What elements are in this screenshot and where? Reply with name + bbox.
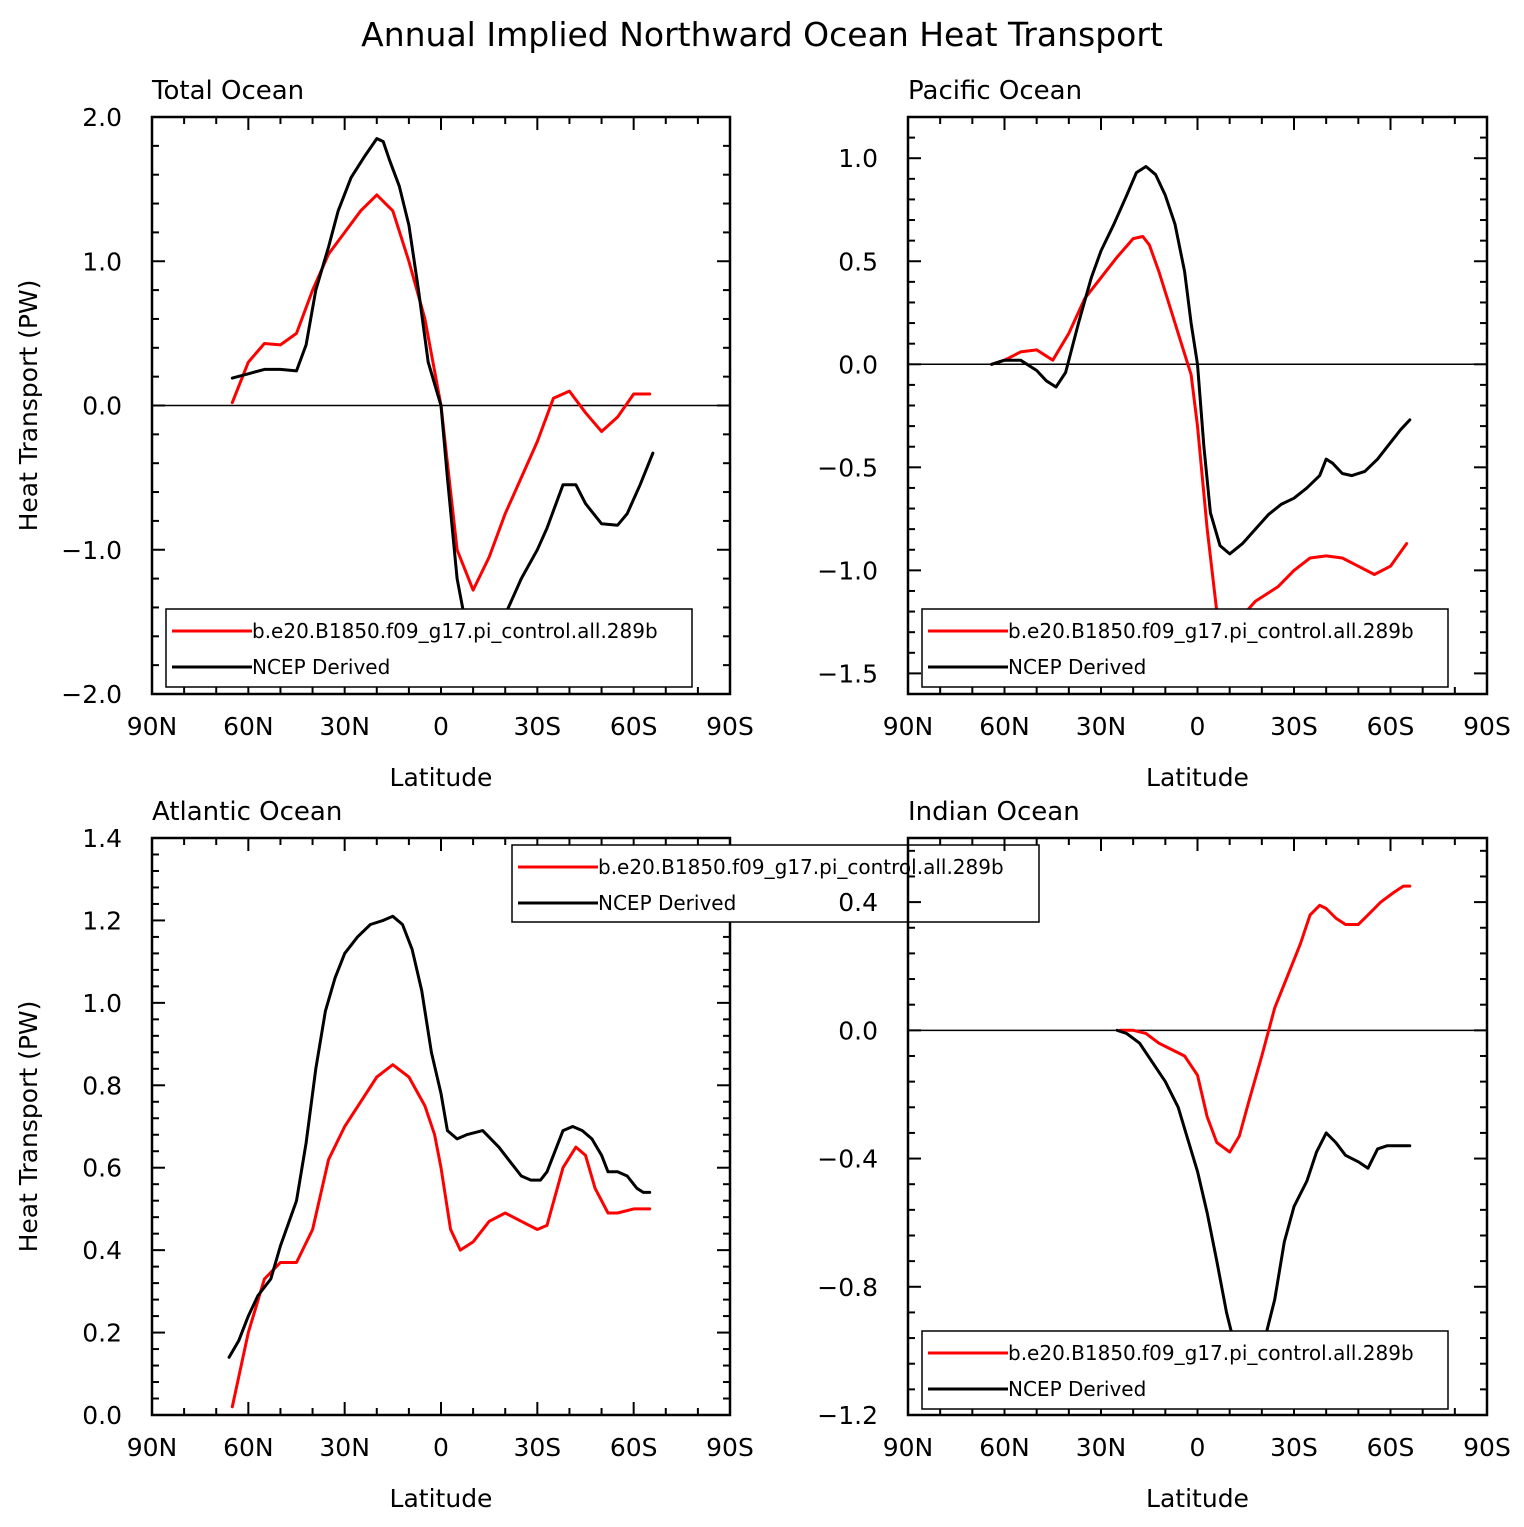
x-tick-label: 60N (223, 1433, 274, 1462)
x-tick-label: 90S (1463, 712, 1511, 741)
x-tick-label: 60S (610, 1433, 658, 1462)
y-tick-label: 2.0 (82, 103, 122, 132)
y-tick-label: −0.4 (817, 1145, 878, 1174)
x-tick-label: 30N (319, 1433, 370, 1462)
legend-label: b.e20.B1850.f09_g17.pi_control.all.289b (1008, 619, 1414, 643)
legend-label: NCEP Derived (1008, 655, 1146, 679)
x-tick-label: 30N (1076, 1433, 1127, 1462)
chart-panels: 90N 60N 30N 0 30S 60S 90S −2.0 −1.0 0.0 1.0 2.0 Tota… (14, 76, 1511, 1513)
x-tick-label: 30S (1270, 1433, 1318, 1462)
y-tick-label: 0.5 (838, 247, 878, 276)
y-tick-label: −1.0 (61, 536, 122, 565)
legend-label: b.e20.B1850.f09_g17.pi_control.all.289b (598, 855, 1004, 879)
plot-frame (150, 836, 732, 1417)
legend-label: b.e20.B1850.f09_g17.pi_control.all.289b (252, 619, 658, 643)
y-axis-title: Heat Transport (PW) (14, 1001, 43, 1253)
y-tick-label: 0.0 (82, 392, 122, 421)
x-axis-title: Latitude (1146, 1484, 1249, 1513)
y-tick-label: −2.0 (61, 680, 122, 709)
x-tick-label: 30N (319, 712, 370, 741)
y-tick-label: 1.0 (82, 247, 122, 276)
x-axis-title: Latitude (390, 763, 493, 792)
legend-box (511, 844, 1040, 923)
series-line-model (1118, 884, 1412, 1154)
x-tick-label: 90N (883, 1433, 934, 1462)
x-tick-label: 60S (610, 712, 658, 741)
y-tick-label: −1.0 (817, 556, 878, 585)
legend: b.e20.B1850.f09_g17.pi_control.all.289b N… (511, 844, 1040, 923)
legend-label: NCEP Derived (598, 891, 736, 915)
series-line-ncep (990, 165, 1412, 556)
y-axis-title: Heat Transport (PW) (14, 280, 43, 532)
x-tick-label: 0 (433, 1433, 449, 1462)
x-tick-label: 90S (706, 712, 754, 741)
y-tick-label: −0.8 (817, 1273, 878, 1302)
x-tick-label: 90N (883, 712, 934, 741)
y-tick-label: 1.4 (82, 824, 122, 853)
legend: b.e20.B1850.f09_g17.pi_control.all.289b N… (165, 608, 693, 688)
legend-box (921, 608, 1449, 688)
y-tick-label: 0.2 (82, 1319, 122, 1348)
x-tick-label: 60N (979, 1433, 1030, 1462)
legend-label: b.e20.B1850.f09_g17.pi_control.all.289b (1008, 1341, 1414, 1365)
panel-title: Pacific Ocean (908, 76, 1082, 106)
x-tick-label: 60S (1367, 1433, 1415, 1462)
legend: b.e20.B1850.f09_g17.pi_control.all.289b N… (921, 1330, 1449, 1410)
y-tick-label: 0.0 (838, 1016, 878, 1045)
x-tick-label: 30S (1270, 712, 1318, 741)
y-tick-label: 1.0 (82, 989, 122, 1018)
panel-title: Total Ocean (151, 76, 304, 106)
x-tick-label: 60S (1367, 712, 1415, 741)
series-line-model (990, 235, 1409, 638)
panel-title: Atlantic Ocean (152, 797, 342, 827)
y-tick-label: −1.2 (817, 1401, 878, 1430)
x-tick-label: 90N (127, 712, 178, 741)
panel-title: Indian Ocean (908, 797, 1080, 827)
y-tick-label: −0.5 (817, 453, 878, 482)
x-tick-label: 30N (1076, 712, 1127, 741)
y-tick-label: 0.4 (82, 1236, 122, 1265)
series-line-ncep (230, 137, 655, 650)
x-tick-label: 90S (706, 1433, 754, 1462)
x-axis-title: Latitude (1146, 763, 1249, 792)
x-tick-label: 30S (513, 712, 561, 741)
x-tick-label: 90S (1463, 1433, 1511, 1462)
panel-3: 90N 60N 30N 0 30S 60S 90S 0.0 0.2 0.4 0.6 0.8 1.0 1.2… (14, 797, 1040, 1513)
series-line-model (230, 193, 652, 592)
plot-frame (906, 115, 1489, 696)
y-tick-label: 1.0 (838, 144, 878, 173)
panel-4: 90N 60N 30N 0 30S 60S 90S −1.2 −0.8 −0.4 0.0 0.4 Ind… (817, 797, 1511, 1513)
legend-box (165, 608, 693, 688)
y-tick-label: 0.6 (82, 1154, 122, 1183)
legend-box (921, 1330, 1449, 1410)
x-tick-label: 60N (223, 712, 274, 741)
y-tick-label: 0.8 (82, 1071, 122, 1100)
y-tick-label: −1.5 (817, 659, 878, 688)
x-tick-label: 0 (433, 712, 449, 741)
legend-label: NCEP Derived (252, 655, 390, 679)
y-tick-label: 0.4 (838, 888, 878, 917)
main-title: Annual Implied Northward Ocean Heat Tran… (361, 15, 1163, 54)
series-line-model (230, 1063, 652, 1409)
legend: b.e20.B1850.f09_g17.pi_control.all.289b N… (921, 608, 1449, 688)
panel-2: 90N 60N 30N 0 30S 60S 90S −1.5 −1.0 −0.5 0.0 0.5 1.0… (817, 76, 1511, 792)
x-tick-label: 90N (127, 1433, 178, 1462)
x-tick-label: 60N (979, 712, 1030, 741)
plot-frame (906, 836, 1489, 1417)
y-tick-label: 1.2 (82, 906, 122, 935)
x-axis-title: Latitude (390, 1484, 493, 1513)
series-line-ncep (227, 914, 652, 1359)
x-tick-label: 0 (1190, 712, 1206, 741)
x-tick-label: 30S (513, 1433, 561, 1462)
y-tick-label: 0.0 (82, 1401, 122, 1430)
y-tick-label: 0.0 (838, 350, 878, 379)
x-tick-label: 0 (1190, 1433, 1206, 1462)
series-line-ncep (1115, 1028, 1412, 1372)
panel-1: 90N 60N 30N 0 30S 60S 90S −2.0 −1.0 0.0 1.0 2.0 Tota… (14, 76, 754, 792)
legend-label: NCEP Derived (1008, 1377, 1146, 1401)
